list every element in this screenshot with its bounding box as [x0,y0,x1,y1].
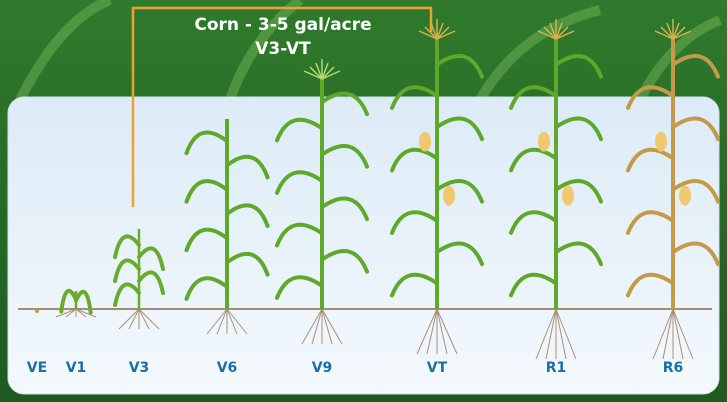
ear [443,186,455,206]
stage-label: V3 [129,360,150,376]
seed [35,309,39,313]
ear [538,132,550,152]
ear [562,186,574,206]
ear [679,186,691,206]
ear [655,132,667,152]
page: Corn - 3-5 gal/acre V3-VT VE V1 V3 V6 V9 VT R1… [0,0,727,402]
stage-label: V1 [66,360,87,376]
stage-label: R6 [663,360,684,376]
stage-label: V9 [312,360,333,376]
stage-label: VE [27,360,47,376]
stage-label: R1 [546,360,567,376]
title: Corn - 3-5 gal/acre [194,15,371,35]
stage-label: V6 [217,360,238,376]
ear [419,132,431,152]
subtitle: V3-VT [255,39,311,59]
stage-label: VT [427,360,448,376]
infographic: Corn - 3-5 gal/acre V3-VT VE V1 V3 V6 V9 VT R1… [0,0,727,402]
panel [8,97,719,394]
